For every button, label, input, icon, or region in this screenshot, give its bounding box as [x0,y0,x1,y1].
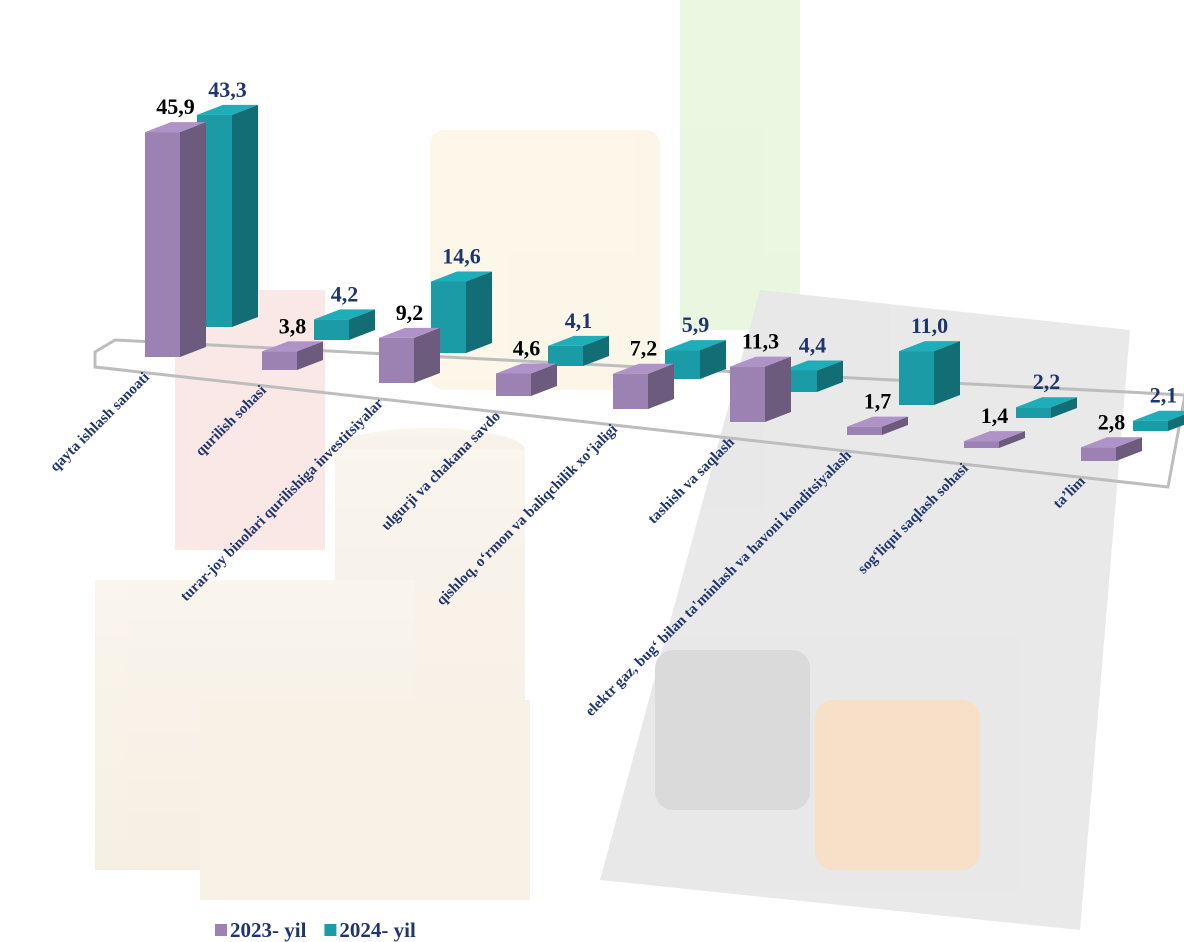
bar-front [1133,420,1168,431]
bar-top [197,104,258,115]
value-label: 4,6 [513,335,541,360]
bar-side [466,271,492,353]
bar-top [1016,397,1077,408]
bar [548,335,609,366]
bar-front [899,351,934,405]
value-label: 43,3 [208,77,247,102]
bar-side [1116,437,1142,461]
bar-front [548,345,583,366]
value-label: 5,9 [682,312,710,337]
legend-label: 2023- yil [230,918,307,942]
value-label: 2,8 [1098,409,1126,434]
bar [899,341,960,405]
bar-top [899,341,960,352]
bar-top [782,360,843,371]
bar [314,309,375,340]
bar [145,122,206,357]
bar-side [934,341,960,405]
bar-top [613,363,674,374]
bar-front [730,366,765,422]
bar-side [999,431,1025,448]
bar-side [297,341,323,370]
bar-side [180,122,206,357]
bar-side [349,309,375,340]
bar [665,340,726,379]
bar [730,356,791,422]
background [95,0,1130,930]
bar-side [765,356,791,422]
legend: 2023- yil 2024- yil [215,918,416,942]
bar-side [414,327,440,383]
value-label: 7,2 [630,336,658,361]
value-label: 1,4 [981,403,1009,428]
bar-top [145,122,206,133]
bar [613,363,674,409]
bar-front [496,373,531,396]
bar [964,431,1025,448]
bar-front [1016,407,1051,418]
bar-top [262,341,323,352]
legend-swatch [324,924,337,936]
floor [93,338,1184,489]
bar [496,363,557,396]
bar-top [964,431,1025,442]
bar-front [262,351,297,370]
bar [262,341,323,370]
legend-label: 2024- yil [339,918,416,942]
bar-front [613,373,648,409]
bar-side [232,104,258,327]
value-label: 2,1 [1150,383,1178,408]
bar [847,416,908,435]
value-label: 11,0 [911,313,948,338]
bar-top [431,271,492,282]
bar-top [1081,437,1142,448]
bar-side [882,416,908,435]
bar-side [817,360,843,392]
value-label: 9,2 [396,300,424,325]
bar-side [648,363,674,409]
value-label: 4,2 [331,281,359,306]
legend-swatch [215,924,227,936]
bar [379,327,440,383]
bar-top [548,335,609,346]
value-label: 3,8 [279,313,307,338]
bar-top [379,327,440,338]
bar-side [1051,397,1077,418]
bar-front [964,441,999,448]
value-label: 14,6 [442,243,481,268]
bar-top [665,340,726,351]
x-tick-label: qayta ishlash sanoati [47,370,153,476]
bar-front [314,319,349,340]
bar-top [496,363,557,374]
bar-top [1133,410,1184,421]
bar-front [847,426,882,435]
bar [431,271,492,353]
bar-side [700,340,726,379]
bar-front [145,132,180,357]
bar-top [730,356,791,367]
bar [197,104,258,327]
bar-front [1081,447,1116,461]
value-label: 11,3 [742,329,779,354]
bar-top [847,416,908,427]
bar-side [583,335,609,366]
bar-side [1168,414,1184,431]
bar [1016,397,1077,418]
bar [1133,410,1184,431]
value-label: 45,9 [156,94,195,119]
bar-side [531,363,557,396]
value-label: 2,2 [1033,369,1061,394]
value-label: 4,1 [565,308,593,333]
bar [1081,437,1142,461]
bar-top [314,309,375,320]
value-label: 1,7 [864,389,892,414]
value-label: 4,4 [799,332,827,357]
bar-front [379,337,414,383]
